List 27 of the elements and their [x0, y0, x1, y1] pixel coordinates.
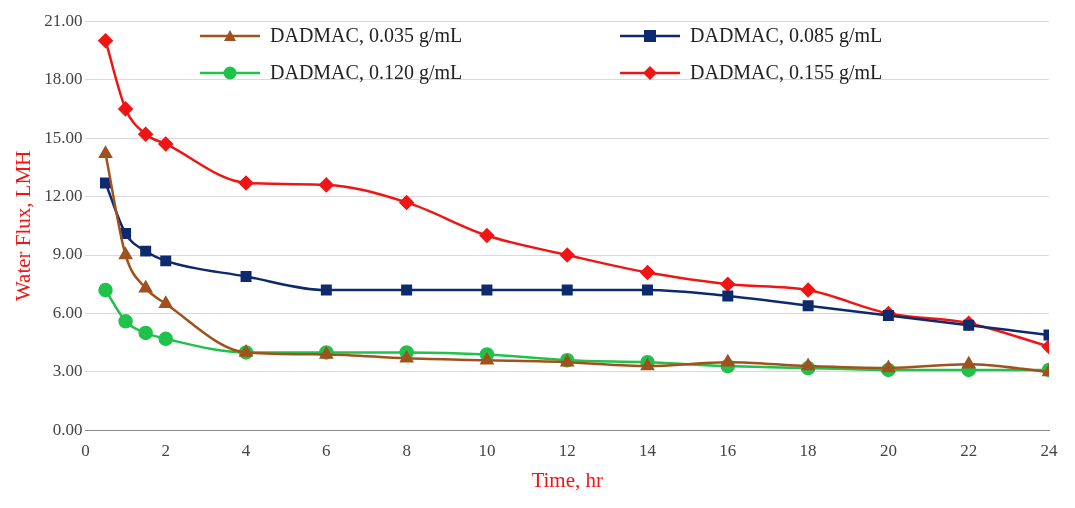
y-tick-label: 9.00 [52, 244, 83, 264]
x-tick-label: 20 [879, 441, 897, 461]
x-axis-title: Time, hr [531, 467, 604, 492]
x-tick-label: 22 [960, 441, 978, 461]
x-tick-label: 10 [478, 441, 496, 461]
y-tick-label: 21.00 [44, 10, 83, 30]
y-tick-label: 6.00 [52, 302, 83, 322]
y-tick-label: 12.00 [44, 186, 83, 206]
legend-label: DADMAC, 0.120 g/mL [270, 61, 463, 84]
x-tick-label: 0 [81, 441, 90, 461]
x-tick-label: 6 [322, 441, 331, 461]
y-tick-label: 18.00 [44, 69, 83, 89]
x-tick-label: 2 [161, 441, 170, 461]
legend-label: DADMAC, 0.155 g/mL [690, 61, 883, 84]
y-axis-title: Water Flux, LMH [11, 150, 36, 302]
y-tick-label: 0.00 [52, 419, 83, 439]
x-tick-label: 16 [719, 441, 737, 461]
x-tick-label: 18 [799, 441, 817, 461]
x-tick-label: 12 [558, 441, 576, 461]
y-tick-label: 15.00 [44, 127, 83, 147]
x-tick-label: 4 [241, 441, 251, 461]
legend-label: DADMAC, 0.035 g/mL [270, 24, 463, 47]
x-tick-label: 14 [639, 441, 657, 461]
x-tick-label: 8 [402, 441, 411, 461]
x-tick-label: 24 [1040, 441, 1058, 461]
legend-label: DADMAC, 0.085 g/mL [690, 24, 883, 47]
y-tick-label: 3.00 [52, 361, 83, 381]
